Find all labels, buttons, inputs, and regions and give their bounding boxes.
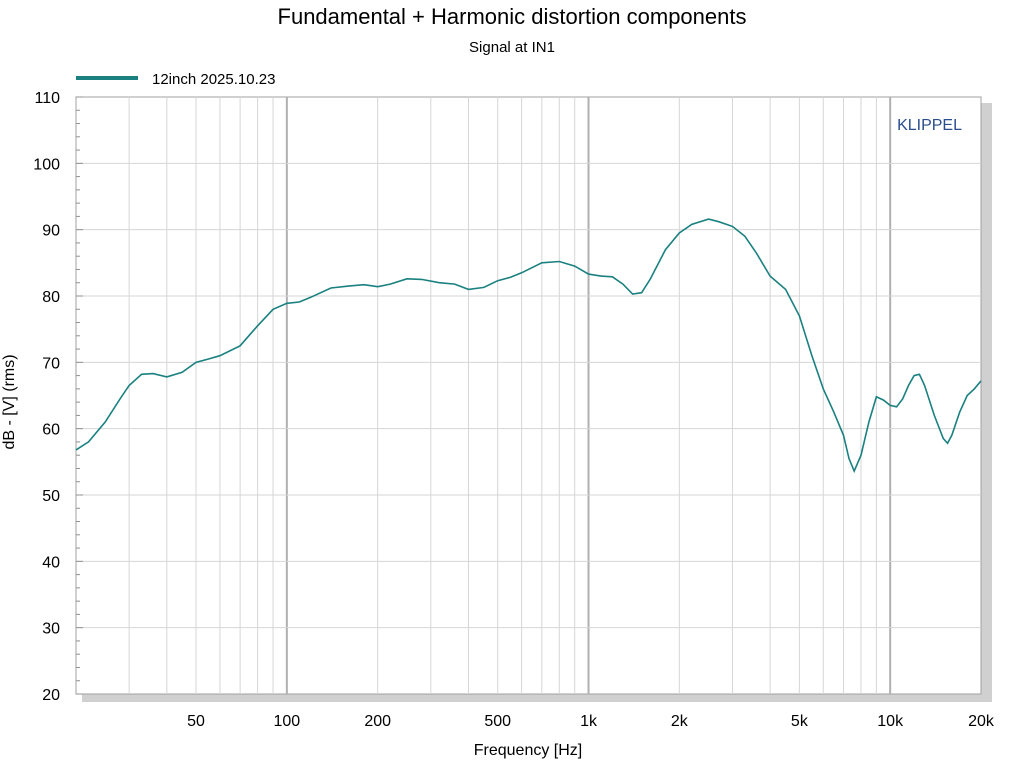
x-tick-label: 1k xyxy=(580,713,598,730)
chart-subtitle: Signal at IN1 xyxy=(469,39,555,56)
y-axis-ticks: 20 30 40 50 60 70 80 90 100 110 xyxy=(33,90,60,704)
x-axis-label: Frequency [Hz] xyxy=(474,742,582,759)
grid xyxy=(76,96,981,695)
legend: 12inch 2025.10.23 xyxy=(76,71,275,88)
y-tick-label: 100 xyxy=(33,156,60,173)
klippel-watermark: KLIPPEL xyxy=(897,117,962,134)
chart-title: Fundamental + Harmonic distortion compon… xyxy=(278,4,747,29)
x-axis-ticks: 50 100 200 500 1k 2k 5k 10k 20k xyxy=(187,713,995,730)
x-tick-label: 20k xyxy=(968,713,995,730)
y-tick-label: 20 xyxy=(42,687,60,704)
plot-area xyxy=(75,96,982,695)
y-tick-label: 90 xyxy=(42,223,60,240)
y-axis-label: dB - [V] (rms) xyxy=(1,354,18,449)
x-tick-label: 5k xyxy=(791,713,809,730)
y-tick-label: 110 xyxy=(34,90,60,107)
y-tick-label: 50 xyxy=(42,488,60,505)
x-tick-label: 10k xyxy=(877,713,904,730)
x-tick-label: 100 xyxy=(274,713,301,730)
x-tick-label: 2k xyxy=(671,713,689,730)
y-tick-label: 70 xyxy=(42,355,60,372)
x-tick-label: 200 xyxy=(364,713,391,730)
y-tick-label: 40 xyxy=(42,554,60,571)
legend-label: 12inch 2025.10.23 xyxy=(152,71,275,88)
series-line-12inch xyxy=(75,218,982,474)
x-tick-label: 500 xyxy=(484,713,511,730)
y-tick-label: 80 xyxy=(42,289,60,306)
x-tick-label: 50 xyxy=(187,713,205,730)
y-tick-label: 60 xyxy=(42,422,60,439)
y-tick-label: 30 xyxy=(42,621,60,638)
